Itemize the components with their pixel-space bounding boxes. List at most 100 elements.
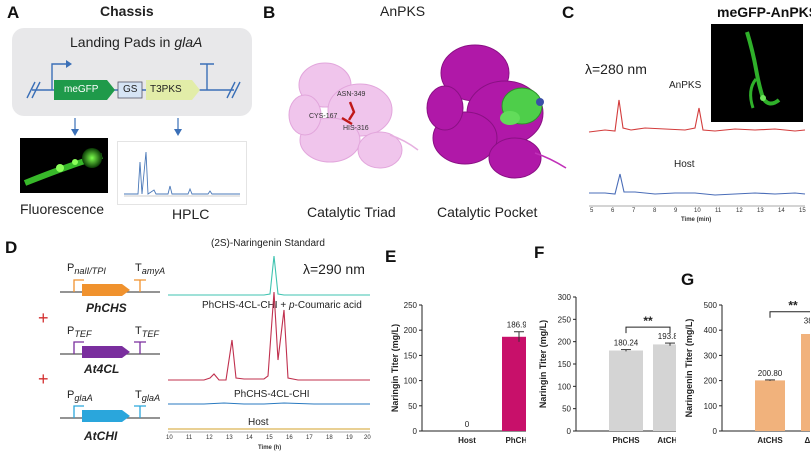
protein-structure-pocket — [426, 44, 567, 179]
fluorescence-image — [20, 138, 108, 193]
linker-gs-label: GS — [123, 84, 138, 95]
f-ytick-label: 200 — [558, 338, 572, 347]
promoter-at4cl-sub: TEF — [74, 329, 92, 340]
f-bar-phchs — [609, 350, 643, 431]
trace-label-coumaric-italic: p — [288, 300, 295, 311]
landing-pad-title-italic: glaA — [174, 34, 203, 50]
g-significance-bracket — [769, 311, 810, 318]
bar-chart-f: 0 50 100 150 200 250 300 Naringin Titer (mg/L) 1… — [538, 293, 676, 445]
promoter-phchs-sub: nalI/TPI — [74, 266, 106, 277]
residue-his316: HIS-316 — [343, 125, 369, 132]
megfp-anpks-image — [711, 24, 803, 122]
g-bar-δkata — [801, 334, 810, 431]
e-bar-phchs — [502, 336, 526, 431]
f-ytick-label: 250 — [558, 315, 572, 324]
panel-label-b: B — [263, 3, 276, 22]
promoter-phchs-base: P — [67, 262, 75, 274]
c-xtick-8: 8 — [653, 208, 657, 214]
gene-name-at4cl: At4CL — [84, 362, 120, 376]
g-value-label: 384.91 — [804, 317, 810, 326]
hplc-thumbnail — [117, 141, 247, 205]
promoter-at4cl: PTEF — [67, 325, 92, 339]
e-value-label: 186.94 — [507, 321, 526, 330]
f-value-label: 180.24 — [614, 339, 639, 348]
c-xtick-14: 14 — [778, 208, 785, 214]
c-xtick-10: 10 — [694, 208, 701, 214]
landing-pad-title-plain: Landing Pads in — [70, 34, 175, 50]
f-ytick-label: 100 — [558, 382, 572, 391]
f-ytick-label: 0 — [567, 427, 572, 436]
g-ytick-label: 400 — [704, 326, 718, 335]
d-xlabel: Time (h) — [258, 445, 282, 451]
g-significance-stars: ** — [788, 299, 798, 313]
c-xtick-12: 12 — [736, 208, 743, 214]
gene-name-atchi: AtCHI — [84, 429, 118, 443]
terminator-phchs: TamyA — [135, 262, 165, 276]
trace-label-standard: (2S)-Naringenin Standard — [211, 238, 325, 249]
e-ytick-label: 0 — [413, 427, 418, 436]
trace-label-anpks: AnPKS — [669, 80, 702, 91]
f-ytick-label: 300 — [558, 293, 572, 302]
g-ylabel: Naringenin Titer (mg/L) — [684, 319, 694, 418]
c-xtick-5: 5 — [590, 208, 594, 214]
promoter-phchs: PnalI/TPI — [67, 262, 106, 276]
caption-fluorescence: Fluorescence — [20, 201, 105, 217]
caption-hplc: HPLC — [172, 206, 210, 222]
d-xtick-14: 14 — [246, 435, 253, 441]
g-bar-atchs — [755, 380, 785, 431]
panel-d-wavelength: λ=290 nm — [303, 261, 365, 277]
g-ytick-label: 500 — [704, 301, 718, 310]
plus-sign-2: + — [38, 369, 49, 389]
d-xtick-20: 20 — [364, 435, 371, 441]
terminator-at4cl: TTEF — [135, 325, 159, 339]
d-xtick-16: 16 — [286, 435, 293, 441]
d-xtick-12: 12 — [206, 435, 213, 441]
e-category-label: Host — [458, 436, 476, 445]
f-category-label: PhCHS — [612, 436, 640, 445]
e-ytick-label: 150 — [404, 351, 418, 360]
caption-catalytic-pocket: Catalytic Pocket — [437, 204, 538, 220]
trace-label-d-host: Host — [248, 417, 269, 428]
trace-label-coumaric-plain: PhCHS-4CL-CHI + — [202, 300, 289, 311]
gene-cassettes — [60, 279, 160, 422]
terminator-at4cl-sub: TEF — [141, 329, 160, 340]
f-ytick-label: 150 — [558, 360, 572, 369]
promoter-atchi-base: P — [67, 389, 75, 401]
landing-pad-title: Landing Pads in glaA — [70, 34, 202, 50]
inset-title-megfp-anpks: meGFP-AnPKS — [717, 4, 811, 20]
panel-label-f: F — [534, 243, 545, 262]
panel-label-a: A — [7, 3, 20, 22]
f-ylabel: Naringin Titer (mg/L) — [538, 320, 548, 408]
e-ytick-label: 50 — [408, 402, 417, 411]
caption-catalytic-triad: Catalytic Triad — [307, 204, 396, 220]
g-ytick-label: 100 — [704, 402, 718, 411]
panel-a-title: Chassis — [100, 3, 154, 19]
residue-cys167: CYS-167 — [309, 113, 338, 120]
trace-label-host: Host — [674, 159, 695, 170]
chromatogram-d — [168, 255, 370, 433]
promoter-at4cl-base: P — [67, 325, 75, 337]
terminator-at4cl-base: T — [135, 325, 142, 337]
c-xtick-13: 13 — [757, 208, 764, 214]
f-significance-bracket — [625, 326, 671, 334]
panel-c-wavelength: λ=280 nm — [585, 61, 647, 77]
trace-label-coumaric: PhCHS-4CL-CHI + p-Coumaric acid — [202, 300, 362, 311]
terminator-phchs-base: T — [135, 262, 142, 274]
c-xtick-11: 11 — [715, 208, 722, 214]
f-significance-stars: ** — [643, 314, 653, 328]
f-bar-atchs — [653, 344, 676, 431]
trace-label-no-feed: PhCHS-4CL-CHI — [234, 389, 310, 400]
d-xtick-10: 10 — [166, 435, 173, 441]
c-xtick-7: 7 — [632, 208, 636, 214]
d-xtick-17: 17 — [306, 435, 313, 441]
g-category-label: AtCHS — [757, 436, 783, 445]
gene-megfp-label: meGFP — [64, 84, 99, 95]
e-category-label: PhCHS — [505, 436, 526, 445]
trace-label-coumaric-end: -Coumaric acid — [294, 300, 362, 311]
panel-b-title: AnPKS — [380, 3, 426, 19]
g-ytick-label: 200 — [704, 377, 718, 386]
plus-sign-1: + — [38, 308, 49, 328]
terminator-atchi: TglaA — [135, 389, 160, 403]
residue-asn349: ASN-349 — [337, 91, 366, 98]
e-ylabel: Naringin Titer (mg/L) — [390, 324, 400, 412]
